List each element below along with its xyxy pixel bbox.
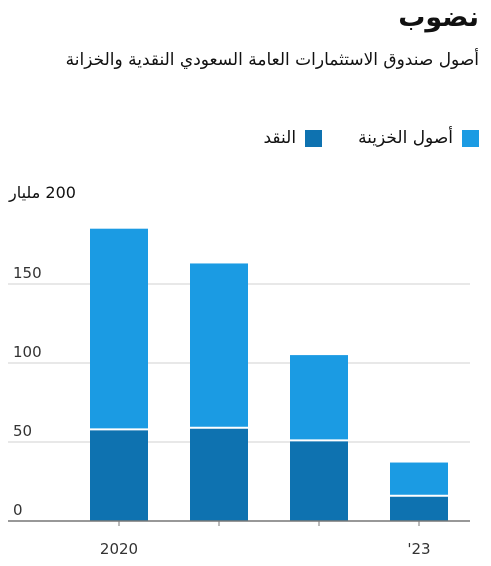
bar-treasury-3 xyxy=(390,462,448,496)
legend-item-cash: النقد xyxy=(264,128,323,148)
y-tick-label-150: 150 xyxy=(13,264,42,282)
legend-swatch-treasury xyxy=(462,129,479,147)
bar-cash-1 xyxy=(190,427,248,521)
bar-treasury-2 xyxy=(290,355,348,441)
x-tick-label-0: 2020 xyxy=(100,540,138,558)
y-axis-unit-label: 200 مليار xyxy=(9,183,76,202)
y-tick-label-100: 100 xyxy=(13,343,42,361)
legend-swatch-cash xyxy=(305,129,323,147)
y-tick-label-0: 0 xyxy=(13,501,23,519)
legend: أصول الخزينة النقد xyxy=(228,128,479,148)
bar-treasury-1 xyxy=(190,263,248,428)
bar-cash-2 xyxy=(290,440,348,521)
legend-item-treasury: أصول الخزينة xyxy=(358,128,479,148)
y-tick-label-50: 50 xyxy=(13,422,32,440)
legend-label-cash: النقد xyxy=(263,128,297,148)
legend-label-treasury: أصول الخزينة xyxy=(358,128,453,148)
bar-cash-3 xyxy=(390,495,448,521)
chart-subtitle: أصول صندوق الاستثمارات العامة السعودي ال… xyxy=(65,50,479,70)
x-tick-label-3: '23 xyxy=(407,540,430,558)
bar-treasury-0 xyxy=(90,228,148,430)
chart-title: نضوب xyxy=(398,2,479,33)
bar-cash-0 xyxy=(90,429,148,521)
